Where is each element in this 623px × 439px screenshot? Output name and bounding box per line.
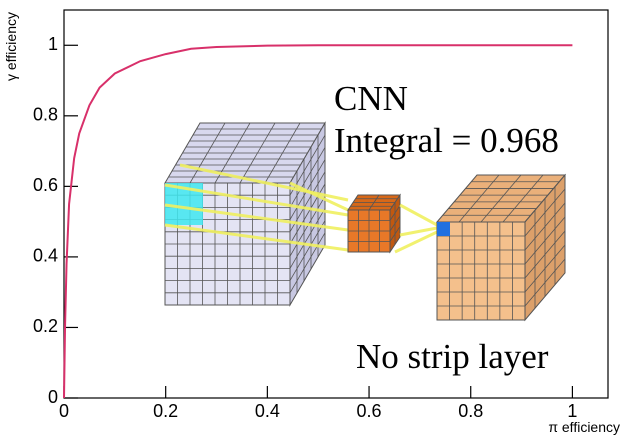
y-tick-label: 0.6 bbox=[33, 175, 58, 195]
cube-grid bbox=[239, 122, 276, 184]
cube-grid bbox=[524, 188, 566, 237]
arrow bbox=[289, 181, 349, 212]
arrow bbox=[399, 226, 438, 237]
arrow bbox=[164, 203, 349, 232]
cube-grid bbox=[524, 230, 566, 279]
cube-grid bbox=[264, 122, 301, 184]
arrow bbox=[399, 203, 438, 227]
cnn-illustration bbox=[164, 121, 567, 322]
cube-grid bbox=[289, 232, 326, 294]
cube-grid bbox=[289, 195, 326, 257]
y-tick-label: 0.8 bbox=[33, 105, 58, 125]
y-tick-label: 0.2 bbox=[33, 316, 58, 336]
cube-grid bbox=[458, 174, 500, 223]
y-tick-label: 0 bbox=[48, 387, 58, 407]
x-tick-label: 0.6 bbox=[357, 401, 382, 421]
x-tick-label: 1 bbox=[567, 401, 577, 421]
cube-grid bbox=[524, 258, 566, 307]
x-axis-title: π efficiency bbox=[548, 419, 620, 435]
x-tick-label: 0.8 bbox=[458, 401, 483, 421]
arrow bbox=[394, 230, 438, 254]
cube-grid bbox=[289, 220, 326, 281]
x-tick-label: 0.4 bbox=[255, 401, 280, 421]
cube-grid bbox=[289, 147, 326, 208]
cube-grid bbox=[524, 216, 566, 265]
cube-grid bbox=[524, 202, 566, 251]
annotation: Integral = 0.968 bbox=[334, 121, 559, 160]
annotation: No strip layer bbox=[356, 337, 549, 376]
y-axis-title: γ efficiency bbox=[3, 12, 19, 81]
arrow bbox=[179, 163, 349, 202]
cube-grid bbox=[389, 226, 401, 242]
cube-grid bbox=[389, 205, 401, 221]
x-tick-label: 0 bbox=[59, 401, 69, 421]
x-tick-label: 0.2 bbox=[153, 401, 178, 421]
highlight bbox=[437, 222, 450, 236]
cube-grid bbox=[502, 174, 544, 223]
annotation: CNN bbox=[334, 79, 408, 118]
roc-curve bbox=[63, 44, 573, 399]
cube-grid bbox=[289, 208, 326, 269]
arrow bbox=[164, 223, 349, 252]
cube-grid bbox=[389, 215, 401, 232]
cube-grid bbox=[189, 122, 226, 184]
cube-grid bbox=[524, 244, 566, 293]
arrow bbox=[164, 183, 349, 217]
cube-grid bbox=[480, 174, 522, 223]
y-tick-label: 0.4 bbox=[33, 246, 58, 266]
plot-frame bbox=[63, 9, 609, 399]
cube-grid bbox=[368, 194, 380, 211]
cube-face bbox=[436, 221, 526, 321]
y-tick-label: 1 bbox=[48, 34, 58, 54]
